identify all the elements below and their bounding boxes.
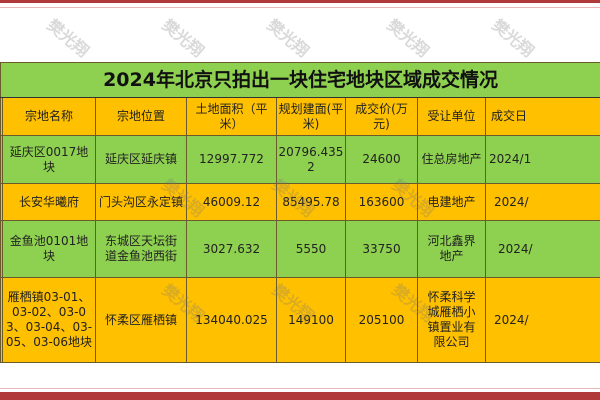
cell: 长安华曦府 [2,183,96,221]
land-transaction-table: 2024年北京只拍出一块住宅地块区域成交情况 宗地名称 宗地位置 土地面积（平米… [0,62,600,363]
cell: 延庆区0017地块 [2,135,96,184]
table-row: 金鱼池0101地块 东城区天坛街道金鱼池西街 3027.632 5550 337… [0,220,600,278]
top-frame-line [0,7,600,8]
table-row: 延庆区0017地块 延庆区延庆镇 12997.772 20796.4352 24… [0,135,600,184]
cell: 46009.12 [186,183,277,221]
bottom-frame-line [0,388,600,389]
cell: 怀柔科学城雁栖小镇置业有限公司 [417,277,486,363]
cell: 怀柔区雁栖镇 [95,277,187,363]
cell: 2024/ [484,220,600,278]
cell: 3027.632 [186,220,277,278]
header-row: 宗地名称 宗地位置 土地面积（平米） 规划建面(平米) 成交价(万元) 受让单位… [0,97,600,136]
bottom-frame-band [0,392,600,400]
table-title: 2024年北京只拍出一块住宅地块区域成交情况 [0,62,600,98]
watermark: 樊光翔 [488,15,538,61]
watermark: 樊光翔 [43,15,93,61]
cell: 东城区天坛街道金鱼池西街 [95,220,187,278]
cell: 雁栖镇03-01、03-02、03-03、03-04、03-05、03-06地块 [2,277,96,363]
cell: 163600 [345,183,418,221]
watermark: 樊光翔 [263,15,313,61]
header-date: 成交日 [484,97,600,136]
cell: 12997.772 [186,135,277,184]
cell: 2024/1 [484,135,600,184]
top-frame-band [0,0,600,3]
header-buyer: 受让单位 [417,97,486,136]
header-price: 成交价(万元) [345,97,418,136]
cell: 20796.4352 [276,135,346,184]
cell: 电建地产 [417,183,486,221]
cell: 金鱼池0101地块 [2,220,96,278]
cell: 2024/ [484,277,600,363]
table-row: 雁栖镇03-01、03-02、03-03、03-04、03-05、03-06地块… [0,277,600,363]
header-parcel-name: 宗地名称 [2,97,96,136]
header-land-area: 土地面积（平米） [186,97,277,136]
cell: 2024/ [484,183,600,221]
cell: 5550 [276,220,346,278]
cell: 134040.025 [186,277,277,363]
cell: 住总房地产 [417,135,486,184]
header-floor-area: 规划建面(平米) [276,97,346,136]
cell: 33750 [345,220,418,278]
watermark: 樊光翔 [158,15,208,61]
cell: 门头沟区永定镇 [95,183,187,221]
table-row: 长安华曦府 门头沟区永定镇 46009.12 85495.78 163600 电… [0,183,600,221]
watermark: 樊光翔 [383,15,433,61]
cell: 149100 [276,277,346,363]
cell: 24600 [345,135,418,184]
cell: 延庆区延庆镇 [95,135,187,184]
header-location: 宗地位置 [95,97,187,136]
cell: 85495.78 [276,183,346,221]
cell: 205100 [345,277,418,363]
cell: 河北鑫界地产 [417,220,486,278]
